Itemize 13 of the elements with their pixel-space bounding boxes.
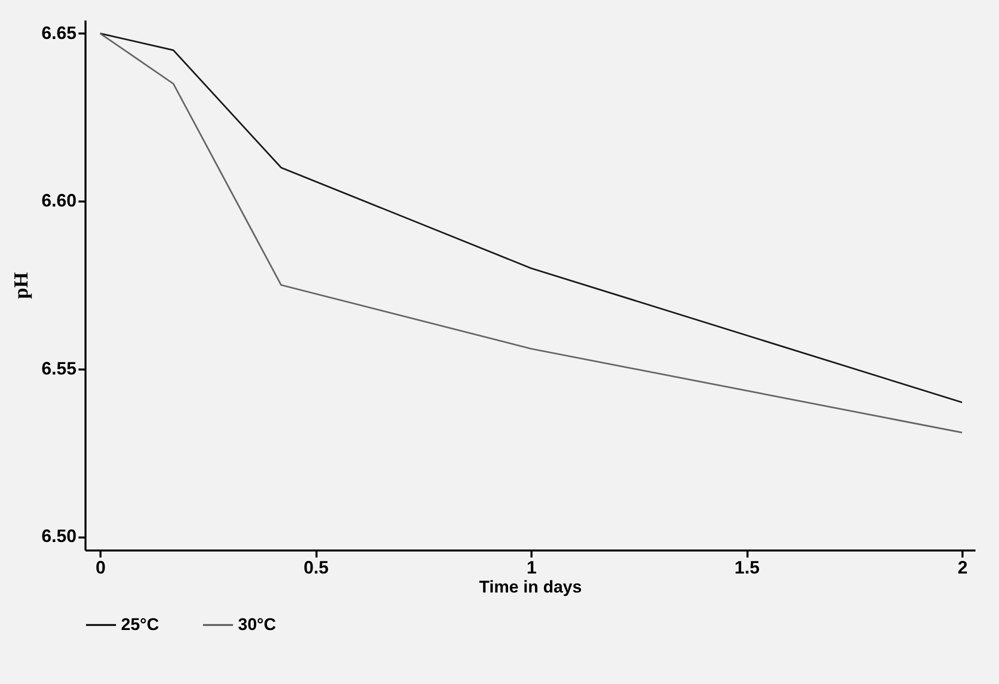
x-axis-title: Time in days <box>479 578 582 596</box>
x-tick-label: 2 <box>958 558 968 578</box>
legend-label: 25°C <box>121 615 159 634</box>
y-axis-title: pH <box>10 272 32 299</box>
legend-label: 30°C <box>238 615 276 634</box>
x-tick-label: 0 <box>96 558 106 578</box>
y-tick-label: 6.65 <box>41 22 76 43</box>
y-tick-label: 6.55 <box>41 358 76 378</box>
x-tick-label: 0.5 <box>304 558 329 578</box>
x-tick-label: 1 <box>526 558 537 578</box>
y-tick-label: 6.50 <box>41 526 76 546</box>
y-tick-label: 6.60 <box>41 190 76 211</box>
x-tick-label: 1.5 <box>734 558 760 578</box>
